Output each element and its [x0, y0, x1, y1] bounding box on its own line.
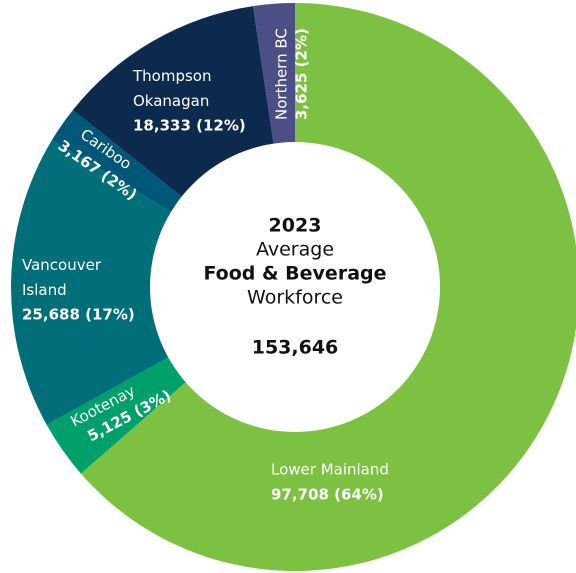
category-label: Vancouver Island	[22, 256, 102, 299]
segment-label: Lower Mainland 97,708 (64%)	[271, 461, 389, 504]
center-line: Food & Beverage	[203, 263, 386, 285]
segment-label: Northern BC 3,625 (2%)	[273, 28, 311, 120]
category-label: Thompson Okanagan	[132, 67, 211, 110]
value-label: 18,333 (12%)	[133, 117, 246, 135]
center-line: Workforce	[247, 287, 343, 309]
center-line: Average	[256, 239, 334, 261]
donut	[11, 3, 576, 571]
donut-segment	[253, 3, 295, 189]
category-label: Lower Mainland	[271, 461, 389, 479]
value-label: 3,625 (2%)	[293, 28, 311, 120]
center-year: 2023	[269, 215, 322, 237]
segment-label: Vancouver Island 25,688 (17%)	[22, 256, 135, 324]
donut-segment	[11, 140, 210, 425]
value-label: 25,688 (17%)	[22, 306, 135, 324]
value-label: 97,708 (64%)	[271, 486, 384, 504]
donut-hole	[150, 142, 440, 432]
donut-segment	[80, 3, 576, 571]
category-label: Northern BC	[273, 28, 291, 120]
segment-label: Thompson Okanagan 18,333 (12%)	[132, 67, 246, 135]
center-total: 153,646	[252, 337, 339, 359]
donut-segment	[51, 110, 217, 236]
